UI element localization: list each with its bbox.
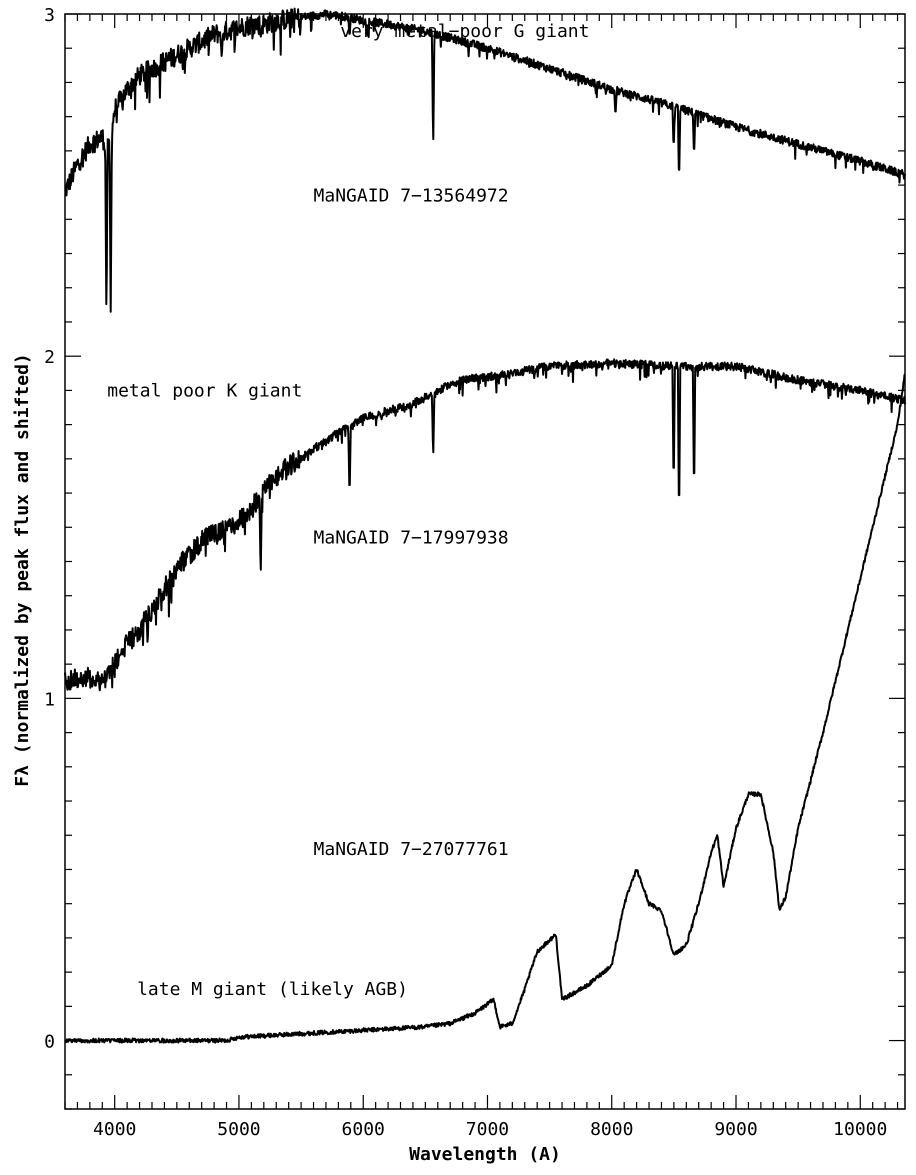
spectrum-line-2 <box>64 373 906 1044</box>
annotation-label: very metal−poor G giant <box>340 21 589 42</box>
spectrum-line-0 <box>64 7 906 313</box>
annotation-label: late M giant (likely AGB) <box>137 979 408 1000</box>
x-tick-label: 8000 <box>590 1119 633 1140</box>
annotation-label: MaNGAID 7−13564972 <box>314 185 509 206</box>
x-tick-label: 9000 <box>714 1119 757 1140</box>
spectrum-line-1 <box>64 358 906 692</box>
x-axis-title: Wavelength (A) <box>409 1144 561 1165</box>
y-tick-label: 1 <box>44 689 55 710</box>
x-tick-label: 6000 <box>342 1119 385 1140</box>
y-axis-title: Fλ (normalized by peak flux and shifted) <box>12 353 33 786</box>
annotation-label: MaNGAID 7−17997938 <box>314 528 509 549</box>
y-tick-label: 3 <box>44 5 55 26</box>
y-tick-label: 2 <box>44 347 55 368</box>
annotations: very metal−poor G giant MaNGAID 7−1356497… <box>107 21 589 1000</box>
y-axis-ticks: 0 1 2 3 <box>44 5 905 1110</box>
x-tick-label: 7000 <box>466 1119 509 1140</box>
x-tick-label: 5000 <box>217 1119 260 1140</box>
y-tick-label: 0 <box>44 1032 55 1053</box>
x-tick-label: 4000 <box>93 1119 136 1140</box>
annotation-label: MaNGAID 7−27077761 <box>314 839 509 860</box>
x-tick-label: 10000 <box>833 1119 887 1140</box>
x-axis-ticks: 4000 5000 6000 7000 8000 9000 10000 <box>64 14 899 1140</box>
annotation-label: metal poor K giant <box>107 380 302 401</box>
spectra <box>64 7 906 1044</box>
